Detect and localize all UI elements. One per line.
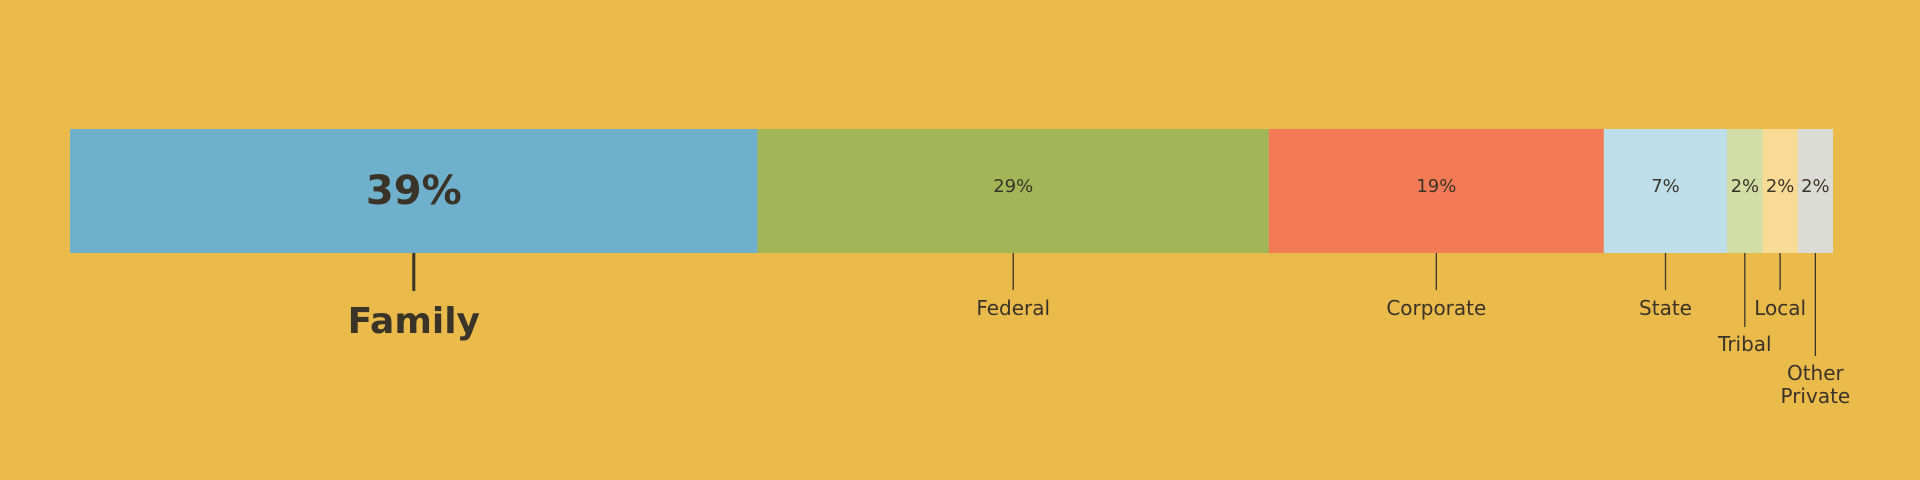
bar-segment-state <box>1603 129 1728 253</box>
category-label-line: Private <box>1781 384 1851 408</box>
value-label-federal: 29% <box>993 176 1033 197</box>
value-label-local: 2% <box>1766 176 1795 197</box>
leader-lines <box>412 253 1817 356</box>
category-label-line: Other <box>1787 361 1845 385</box>
category-label-family: Family <box>348 301 480 342</box>
value-label-state: 7% <box>1651 176 1680 197</box>
bar-segments <box>70 129 1833 253</box>
value-label-other-private: 2% <box>1801 176 1830 197</box>
category-label-corporate: Corporate <box>1386 296 1486 320</box>
category-label-local: Local <box>1754 296 1806 320</box>
bar-segment-family <box>70 129 758 253</box>
category-label-state: State <box>1639 296 1692 320</box>
bar-segment-other-private <box>1797 129 1833 253</box>
value-label-tribal: 2% <box>1731 176 1760 197</box>
category-labels: Family Federal Corporate State Tribal Local Ot… <box>348 296 1851 408</box>
category-label-federal: Federal <box>976 296 1050 320</box>
value-label-family: 39% <box>366 168 462 214</box>
bar-segment-local <box>1762 129 1798 253</box>
value-labels: 39% 29% 19% 7% 2% 2% 2% <box>366 168 1830 214</box>
bar-segment-tribal <box>1727 129 1763 253</box>
bar-segment-corporate <box>1268 129 1604 253</box>
category-label-other-private: Other Private <box>1781 361 1851 408</box>
value-label-corporate: 19% <box>1416 176 1456 197</box>
bar-segment-federal <box>757 129 1269 253</box>
category-label-tribal: Tribal <box>1717 332 1772 356</box>
